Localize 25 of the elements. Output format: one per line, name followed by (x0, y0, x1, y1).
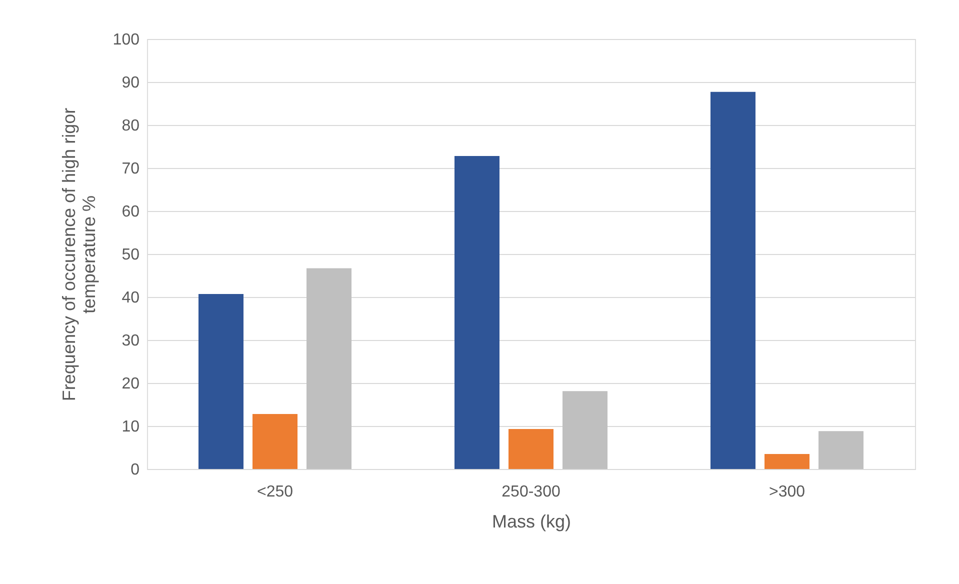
y-tick-label: 60 (122, 204, 140, 220)
y-tick-label: 70 (122, 160, 140, 178)
y-tick-label: 0 (130, 462, 140, 478)
y-tick-label: 10 (122, 418, 140, 436)
y-tick-label: 50 (122, 246, 140, 264)
bar (252, 414, 298, 469)
bar (454, 156, 500, 469)
y-tick-label: 40 (122, 290, 140, 306)
bar (306, 268, 352, 469)
bar (710, 92, 756, 469)
x-tick-label: >300 (768, 484, 806, 500)
bar (508, 429, 554, 469)
y-tick-label: 90 (122, 74, 140, 92)
bar (562, 391, 608, 469)
x-tick-label: 250-300 (502, 484, 560, 500)
y-tick-label: 30 (122, 332, 140, 350)
y-tick-label: 80 (122, 118, 140, 134)
bar (818, 431, 864, 469)
x-axis-title: Mass (kg) (492, 512, 572, 532)
x-tick-label: <250 (256, 484, 294, 500)
y-tick-label: 100 (112, 32, 140, 48)
bar (198, 294, 244, 469)
y-axis-title: Frequency of occurence of high rigor temperature % (58, 108, 99, 402)
y-tick-label: 20 (122, 376, 140, 392)
bar (764, 454, 810, 469)
